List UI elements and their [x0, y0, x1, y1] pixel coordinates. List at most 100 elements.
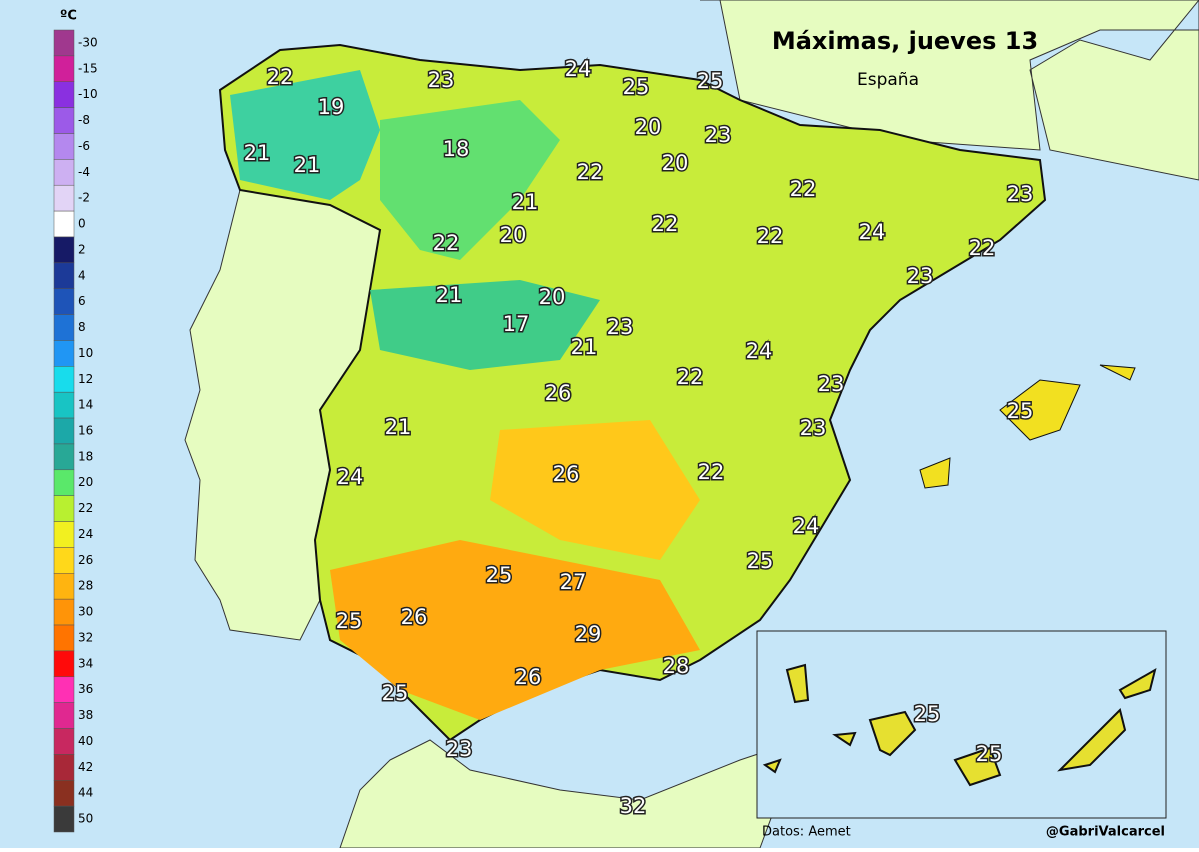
- legend-label: 44: [78, 786, 93, 800]
- legend-label: -6: [78, 139, 90, 153]
- legend-swatch: [53, 521, 75, 548]
- temperature-label: 25: [1007, 399, 1034, 423]
- legend-label: 22: [78, 501, 93, 515]
- legend-swatch: [53, 314, 75, 341]
- legend-label: 38: [78, 708, 93, 722]
- temperature-label: 21: [294, 153, 321, 177]
- temperature-label: 26: [515, 665, 542, 689]
- legend-label: 40: [78, 734, 93, 748]
- temperature-label: 20: [500, 223, 527, 247]
- legend-swatch: [53, 340, 75, 367]
- legend-label: 26: [78, 553, 93, 567]
- subtitle: España: [857, 70, 919, 90]
- temperature-label: 25: [914, 702, 941, 726]
- temperature-label: 20: [662, 151, 689, 175]
- legend: ºC -30-15-10-8-6-4-202468101214161820222…: [53, 9, 98, 833]
- legend-label: 16: [78, 424, 93, 438]
- temperature-label: 24: [793, 514, 820, 538]
- legend-label: 20: [78, 475, 93, 489]
- temperature-label: 22: [969, 236, 996, 260]
- legend-label: -30: [78, 35, 98, 49]
- legend-label: 28: [78, 579, 93, 593]
- legend-swatch: [53, 547, 75, 574]
- temperature-label: 22: [677, 365, 704, 389]
- legend-label: 4: [78, 268, 86, 282]
- legend-swatch: [53, 184, 75, 212]
- source: Datos: Aemet: [762, 825, 851, 840]
- canary-inset: [756, 630, 1167, 819]
- legend-label: 6: [78, 294, 86, 308]
- balearics: [919, 364, 1136, 489]
- legend-label: 30: [78, 605, 93, 619]
- legend-swatch: [53, 288, 75, 315]
- legend-swatch: [53, 650, 75, 678]
- temperature-label: 19: [318, 95, 345, 119]
- legend-swatch: [53, 728, 75, 755]
- legend-label: 8: [78, 320, 86, 334]
- warm-zone: [490, 420, 700, 560]
- temperature-label: 24: [859, 220, 886, 244]
- legend-label: 34: [78, 656, 93, 670]
- temperature-label: 23: [907, 264, 934, 288]
- temperature-label: 26: [553, 462, 580, 486]
- temperature-label: 29: [575, 622, 602, 646]
- legend-label: -8: [78, 113, 90, 127]
- legend-swatch: [53, 262, 75, 289]
- canaries: [762, 663, 1157, 787]
- temperature-label: 23: [1007, 182, 1034, 206]
- temperature-label: 24: [337, 465, 364, 489]
- temperature-label: 22: [433, 231, 460, 255]
- hot-zone: [330, 540, 700, 720]
- legend-label: 12: [78, 372, 93, 386]
- temperature-label: 22: [790, 177, 817, 201]
- north-zone: [380, 100, 560, 260]
- legend-swatch: [53, 754, 75, 781]
- legend-label: -15: [78, 61, 98, 75]
- legend-label: 0: [78, 217, 86, 231]
- temperature-label: 25: [486, 563, 513, 587]
- temperature-label: 28: [663, 654, 690, 678]
- legend-swatch: [53, 573, 75, 600]
- legend-unit: ºC: [60, 9, 77, 24]
- legend-swatch: [53, 805, 75, 833]
- galicia-zone: [230, 70, 380, 200]
- temperature-label: 25: [976, 742, 1003, 766]
- temperature-label: 23: [818, 372, 845, 396]
- temperature-label: 23: [705, 123, 732, 147]
- legend-label: 36: [78, 682, 93, 696]
- legend-swatch: [53, 495, 75, 522]
- legend-swatch: [53, 443, 75, 471]
- legend-swatch: [53, 236, 75, 264]
- legend-label: 10: [78, 346, 93, 360]
- legend-label: -10: [78, 87, 98, 101]
- legend-label: 24: [78, 527, 93, 541]
- legend-swatch: [53, 676, 75, 703]
- legend-swatch: [53, 417, 75, 445]
- credit: @GabriValcarcel: [1046, 825, 1165, 840]
- temperature-label: 23: [607, 315, 634, 339]
- temperature-label: 25: [697, 69, 724, 93]
- temperature-label: 20: [635, 115, 662, 139]
- legend-label: 32: [78, 630, 93, 644]
- title: Máximas, jueves 13: [772, 27, 1038, 55]
- temperature-label: 22: [577, 160, 604, 184]
- legend-swatch: [53, 702, 75, 729]
- temperature-label: 22: [652, 212, 679, 236]
- temperature-label: 22: [698, 460, 725, 484]
- temperature-label: 26: [545, 381, 572, 405]
- legend-label: 42: [78, 760, 93, 774]
- temperature-label: 25: [747, 549, 774, 573]
- temperature-label: 24: [746, 339, 773, 363]
- legend-label: -4: [78, 165, 90, 179]
- temperature-label: 20: [539, 285, 566, 309]
- temperature-label: 18: [443, 137, 470, 161]
- legend-label: 14: [78, 398, 93, 412]
- legend-swatch: [53, 598, 75, 626]
- temperature-label: 25: [623, 75, 650, 99]
- temperature-label: 22: [267, 65, 294, 89]
- temperature-label: 23: [446, 737, 473, 761]
- temperature-label: 23: [428, 68, 455, 92]
- temperature-label: 32: [620, 794, 647, 818]
- temperature-label: 17: [503, 312, 530, 336]
